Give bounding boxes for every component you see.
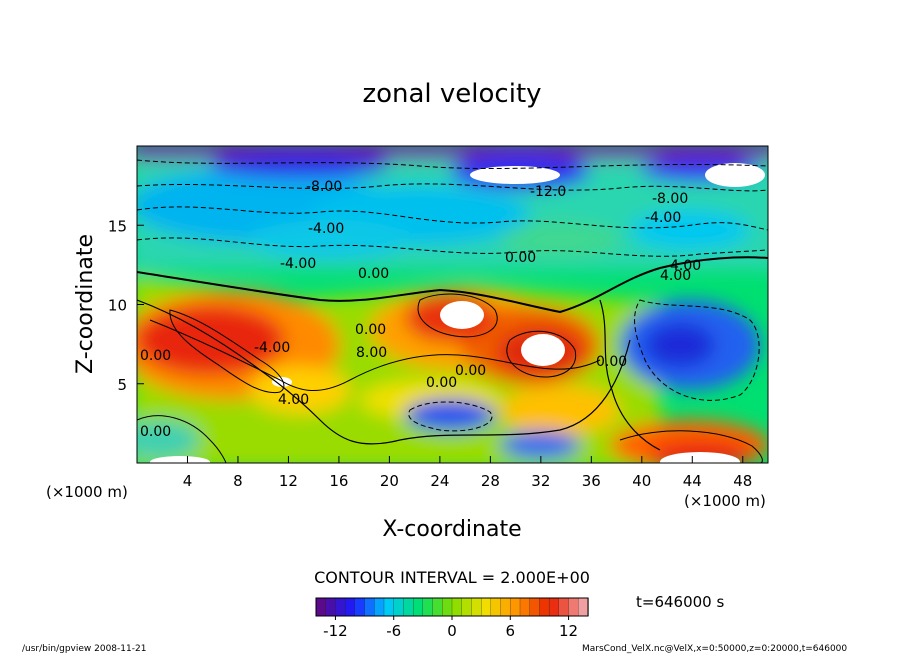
contour-label: 0.00 bbox=[596, 354, 627, 370]
colorbar-cell bbox=[442, 597, 453, 617]
x-tick-label: 12 bbox=[279, 472, 298, 490]
x-unit-label: (×1000 m) bbox=[46, 483, 128, 501]
contour-label: 4.00 bbox=[670, 258, 701, 274]
colorbar-cell bbox=[335, 597, 346, 617]
colorbar-cell bbox=[510, 597, 521, 617]
colorbar-cell bbox=[383, 597, 395, 617]
colorbar-cell bbox=[344, 597, 356, 617]
plot-area: -8.00 -12.0 -8.00 -4.00 -4.00 -4.00 0.00… bbox=[108, 145, 769, 490]
contour-label: -8.00 bbox=[652, 191, 688, 207]
contour-label: 0.00 bbox=[426, 375, 457, 391]
colorbar-cell bbox=[471, 597, 482, 617]
footer-right: MarsCond_VelX.nc@VelX,x=0:50000,z=0:2000… bbox=[582, 644, 847, 654]
x-tick-label: 44 bbox=[683, 472, 702, 490]
contour-label: -8.00 bbox=[306, 179, 342, 195]
colorbar-cell bbox=[374, 597, 385, 617]
x-tick-label: 4 bbox=[183, 472, 193, 490]
x-unit-label-right: (×1000 m) bbox=[684, 492, 766, 510]
colorbar-cell bbox=[315, 597, 327, 617]
x-tick-label: 8 bbox=[233, 472, 243, 490]
y-axis-ticks: 5 10 15 bbox=[108, 217, 144, 394]
contour-label: -4.00 bbox=[645, 210, 681, 226]
y-tick-label: 15 bbox=[108, 217, 127, 235]
footer-left: /usr/bin/gpview 2008-11-21 bbox=[22, 644, 146, 654]
y-axis-label: Z-coordinate bbox=[73, 234, 98, 374]
colorbar-cell bbox=[412, 597, 424, 617]
contour-label: 0.00 bbox=[455, 363, 486, 379]
contour-label: 0.00 bbox=[505, 250, 536, 266]
x-tick-label: 32 bbox=[531, 472, 550, 490]
x-tick-label: 16 bbox=[329, 472, 348, 490]
colorbar-cell bbox=[578, 597, 589, 617]
x-axis-label: X-coordinate bbox=[382, 517, 521, 542]
colorbar-cell bbox=[558, 597, 570, 617]
colorbar-cell bbox=[539, 597, 550, 617]
contour-labels: -8.00 -12.0 -8.00 -4.00 -4.00 -4.00 0.00… bbox=[140, 179, 701, 440]
colorbar-cell bbox=[480, 597, 492, 617]
contour-label: 0.00 bbox=[140, 348, 171, 364]
colorbar-tick-label: -12 bbox=[323, 622, 348, 640]
colorbar-cell bbox=[519, 597, 531, 617]
contour-label: -4.00 bbox=[254, 340, 290, 356]
contour-label: -4.00 bbox=[280, 256, 316, 272]
colorbar-cell bbox=[393, 597, 405, 617]
contour-label: 8.00 bbox=[356, 345, 387, 361]
contour-interval: CONTOUR INTERVAL = 2.000E+00 bbox=[314, 568, 590, 587]
colorbar-cell bbox=[548, 597, 560, 617]
x-tick-label: 20 bbox=[380, 472, 399, 490]
colorbar-cell bbox=[403, 597, 414, 617]
colorbar-cell bbox=[568, 597, 579, 617]
colorbar-cell bbox=[354, 597, 366, 617]
x-axis-ticks: 4 8 12 16 20 24 28 32 36 40 44 48 bbox=[183, 456, 752, 490]
x-tick-label: 28 bbox=[481, 472, 500, 490]
x-tick-label: 36 bbox=[582, 472, 601, 490]
colorbar: -12 -6 0 6 12 bbox=[315, 597, 589, 640]
colorbar-cell bbox=[364, 597, 375, 617]
chart-title: zonal velocity bbox=[362, 79, 541, 109]
colorbar-cell bbox=[422, 597, 434, 617]
contour-label: 0.00 bbox=[140, 424, 171, 440]
x-tick-label: 48 bbox=[733, 472, 752, 490]
time-label: t=646000 s bbox=[636, 593, 724, 611]
contour-label: 4.00 bbox=[660, 268, 691, 284]
colorbar-tick-label: 0 bbox=[447, 622, 457, 640]
contour-label: -12.0 bbox=[530, 184, 566, 200]
colorbar-cell bbox=[529, 597, 541, 617]
contour-label: -4.00 bbox=[308, 221, 344, 237]
colorbar-cell bbox=[432, 597, 443, 617]
x-tick-label: 24 bbox=[430, 472, 449, 490]
colorbar-cell bbox=[451, 597, 463, 617]
colorbar-cell bbox=[461, 597, 473, 617]
colorbar-tick-label: -6 bbox=[386, 622, 401, 640]
contour-label: 0.00 bbox=[358, 266, 389, 282]
colorbar-cell bbox=[325, 597, 337, 617]
y-tick-label: 10 bbox=[108, 297, 127, 315]
x-tick-label: 40 bbox=[632, 472, 651, 490]
contour-label: 4.00 bbox=[278, 392, 309, 408]
colorbar-cell bbox=[500, 597, 511, 617]
colorbar-cell bbox=[490, 597, 502, 617]
y-tick-label: 5 bbox=[117, 376, 127, 394]
colorbar-tick-label: 12 bbox=[559, 622, 578, 640]
contour-label: 0.00 bbox=[355, 322, 386, 338]
colorbar-tick-label: 6 bbox=[506, 622, 516, 640]
